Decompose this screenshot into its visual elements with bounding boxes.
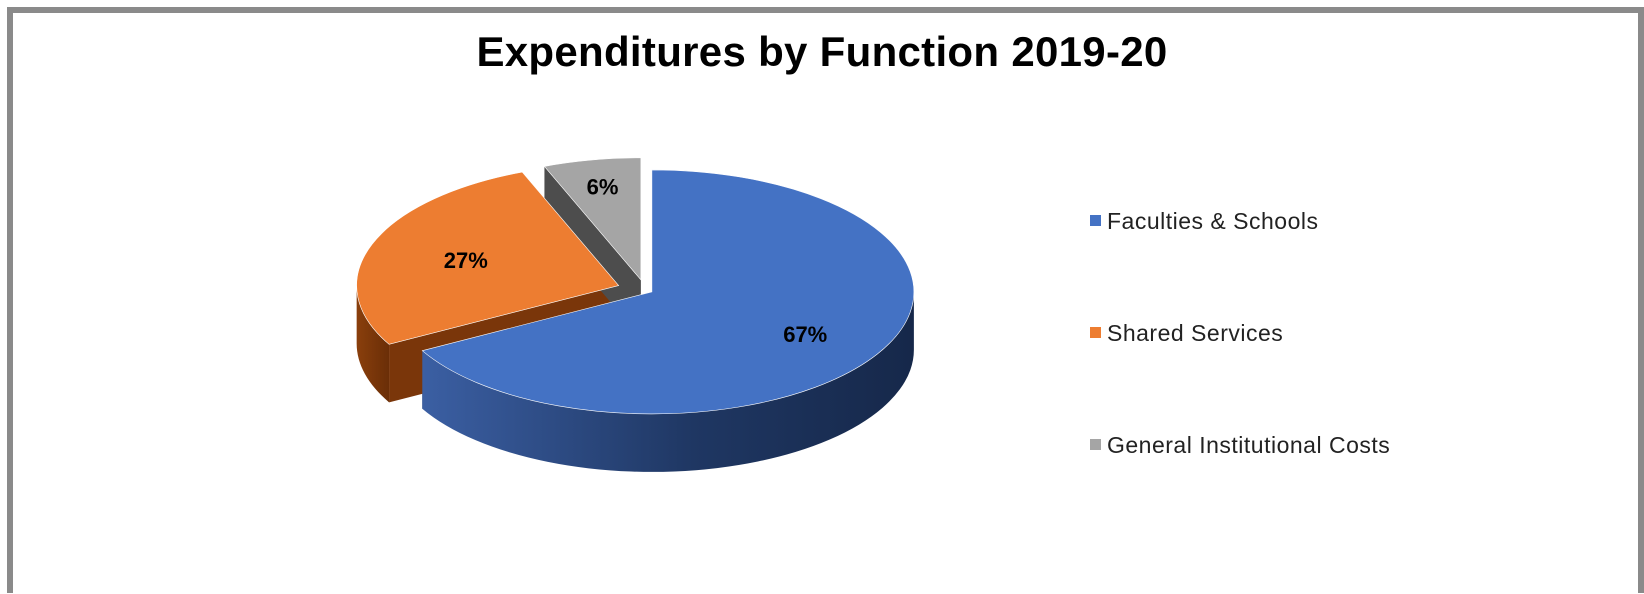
legend-label: General Institutional Costs [1107, 432, 1391, 458]
data-label-1: 27% [444, 248, 488, 273]
legend-swatch [1090, 327, 1101, 339]
legend-swatch [1090, 215, 1101, 227]
pie-slice-faculties-schools [421, 169, 915, 415]
legend-swatch [1090, 439, 1101, 451]
legend-label: Faculties & Schools [1107, 208, 1319, 234]
legend-item-faculties: Faculties & Schools [1090, 208, 1318, 235]
slice-side-0 [422, 291, 914, 472]
pie-slice-general-institutional-costs [543, 157, 642, 281]
data-label-0: 67% [783, 322, 827, 347]
pie-slice-shared-services [356, 171, 620, 345]
data-label-2: 6% [587, 174, 619, 199]
legend-item-shared-services: Shared Services [1090, 320, 1283, 347]
slice-wall-start-2 [544, 166, 641, 338]
slice-side-1 [356, 285, 390, 403]
chart-title: Expenditures by Function 2019-20 [476, 28, 1168, 75]
legend-label: Shared Services [1107, 320, 1284, 346]
legend-item-general-institutional: General Institutional Costs [1090, 432, 1390, 459]
